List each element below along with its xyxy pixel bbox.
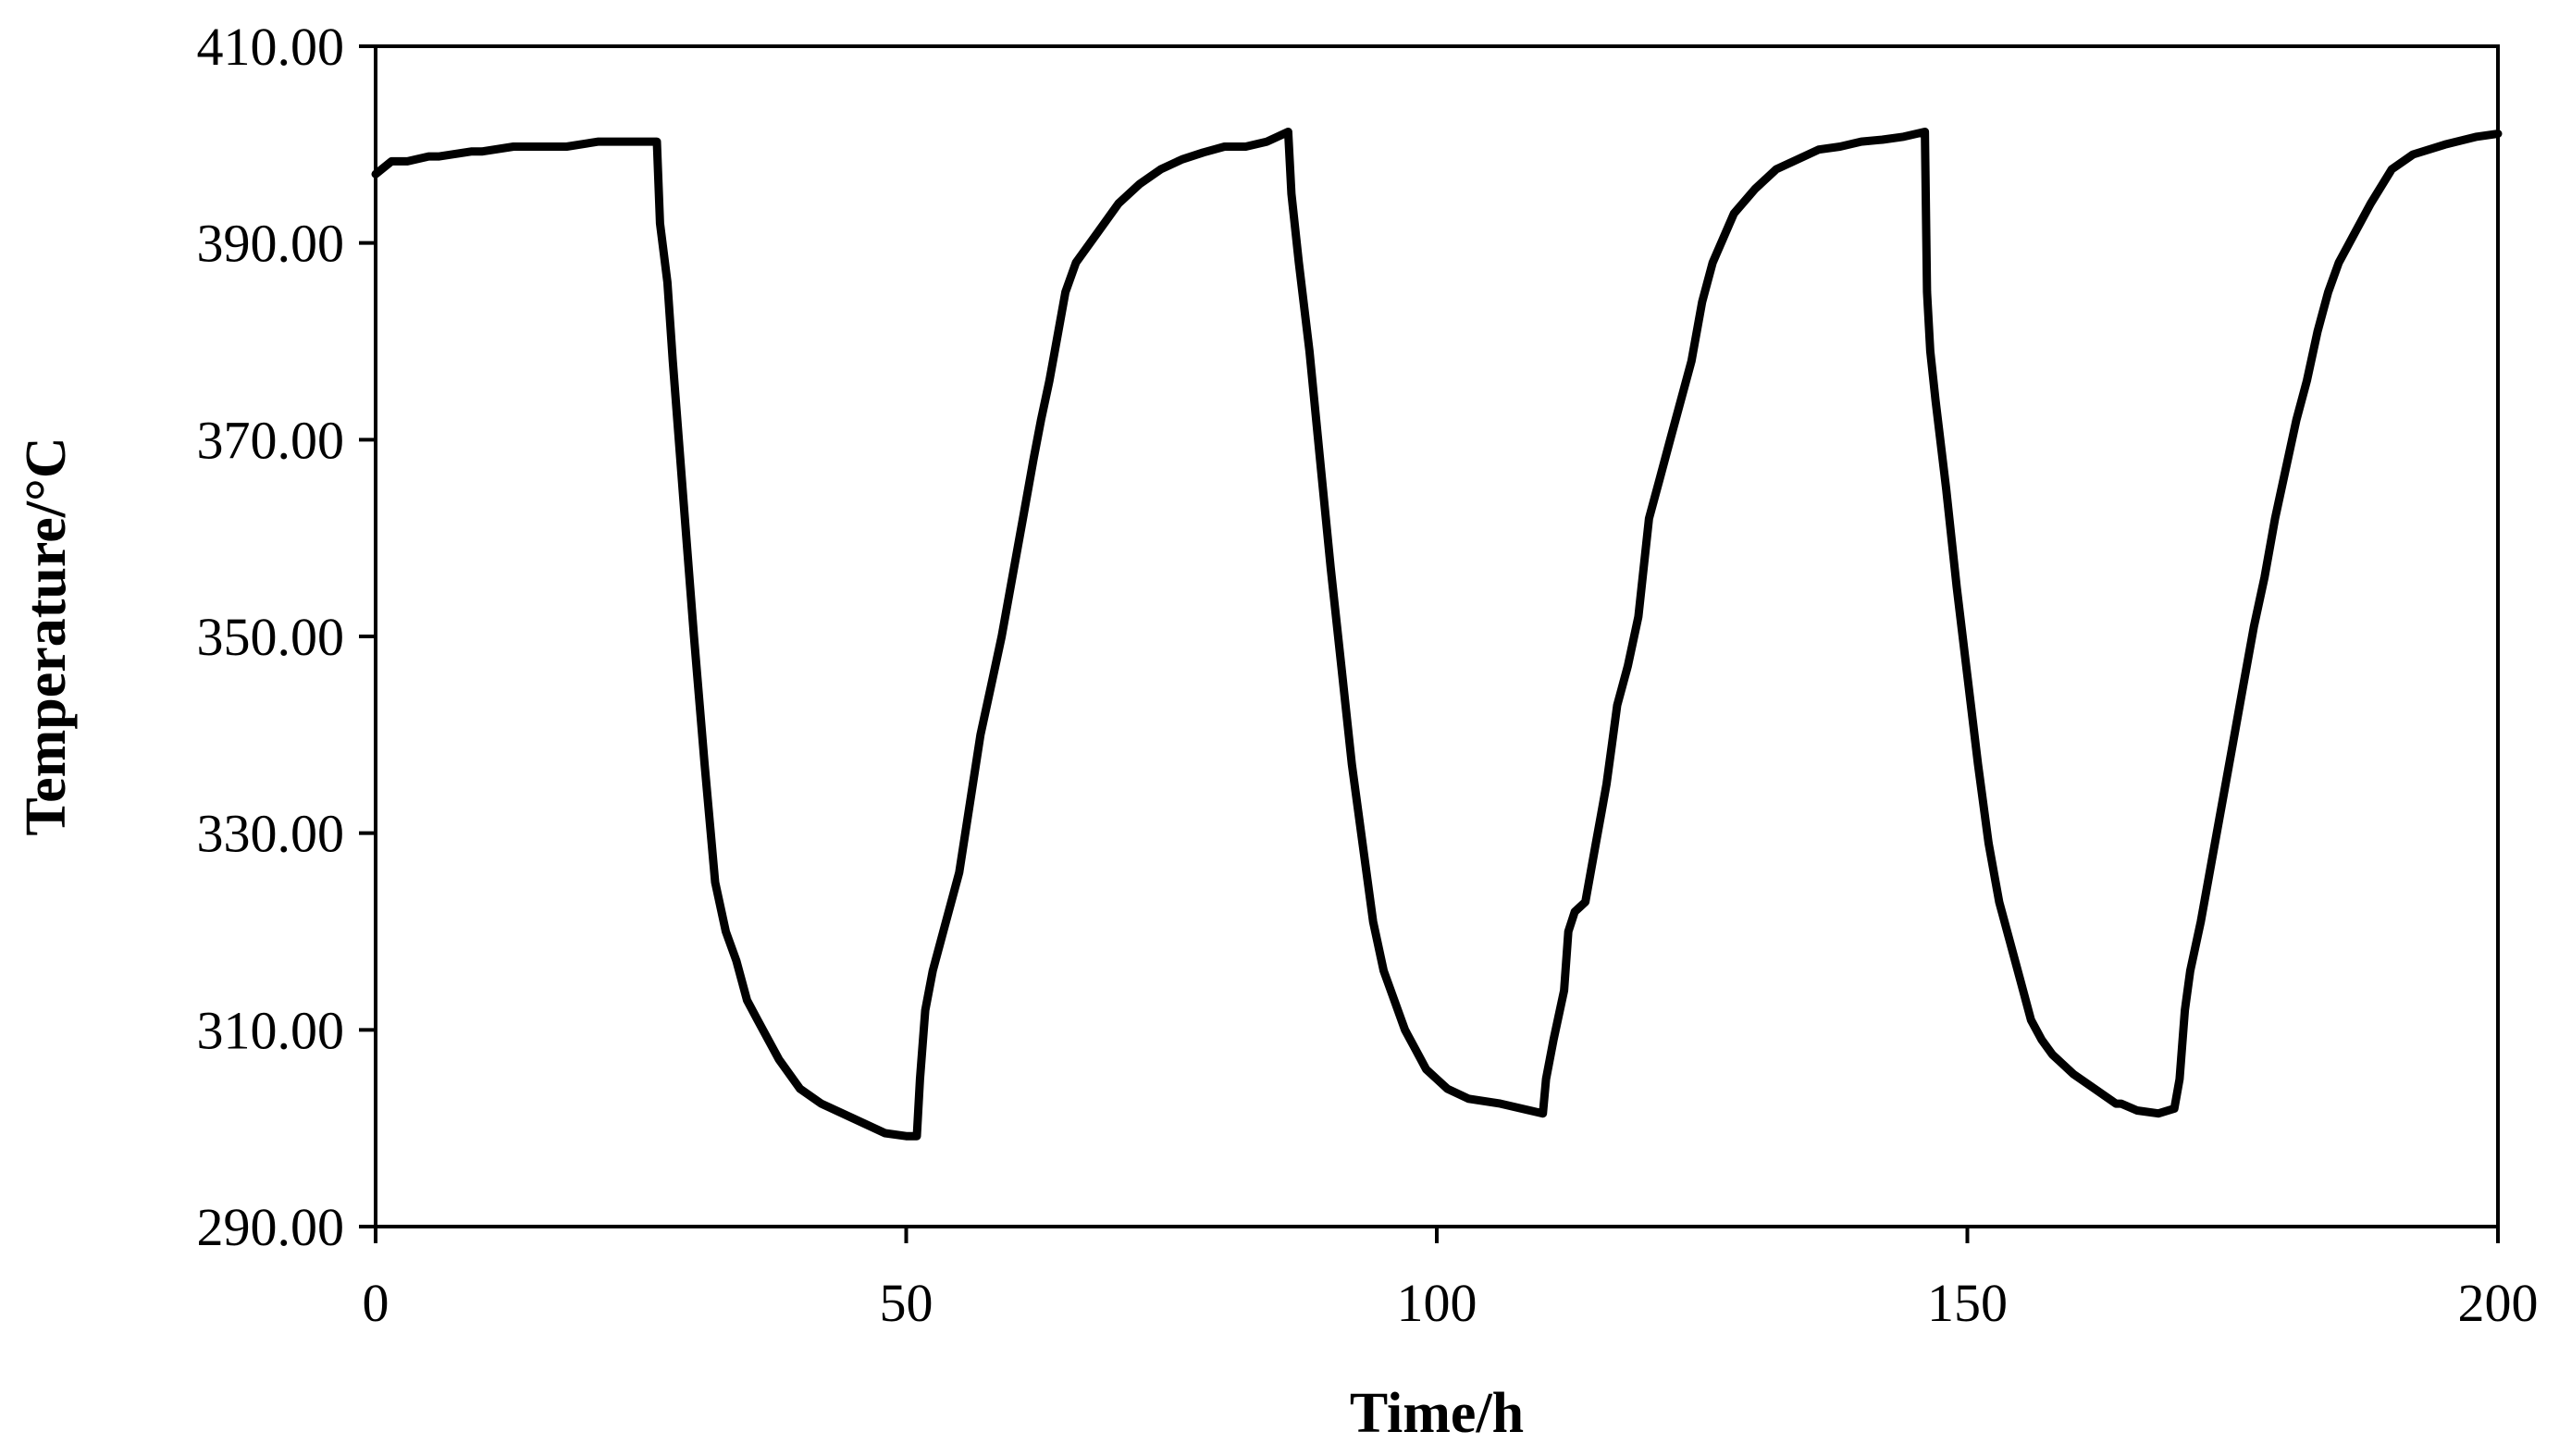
x-tick-label: 100 <box>1397 1273 1477 1333</box>
x-tick-label: 50 <box>880 1273 933 1333</box>
y-axis-title: Temperature/°C <box>15 437 78 835</box>
y-tick-label: 350.00 <box>197 607 345 667</box>
x-tick-label: 0 <box>363 1273 389 1333</box>
x-axis: 0 50 100 150 200 <box>363 1227 2539 1333</box>
y-tick-label: 290.00 <box>197 1197 345 1257</box>
x-tick-label: 200 <box>2458 1273 2539 1333</box>
y-tick-label: 330.00 <box>197 804 345 864</box>
x-axis-title: Time/h <box>1350 1382 1524 1445</box>
y-tick-label: 390.00 <box>197 214 345 274</box>
y-tick-label: 410.00 <box>197 17 345 77</box>
y-tick-label: 310.00 <box>197 1000 345 1060</box>
temperature-series-line <box>371 128 2503 1141</box>
y-axis: 290.00 310.00 330.00 350.00 370.00 390.00 410.… <box>197 17 376 1257</box>
y-tick-label: 370.00 <box>197 410 345 470</box>
x-tick-label: 150 <box>1927 1273 2008 1333</box>
